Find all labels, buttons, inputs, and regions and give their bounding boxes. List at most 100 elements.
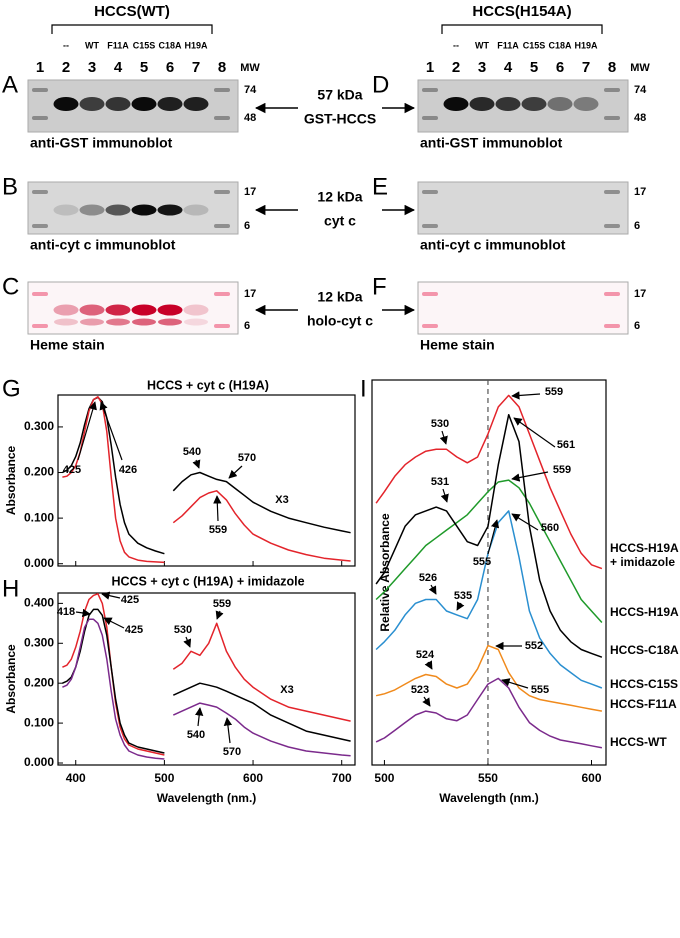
series-label: HCCS-F11A bbox=[610, 697, 677, 711]
peak-label: 425 bbox=[125, 624, 143, 636]
peak-label: 426 bbox=[119, 464, 137, 476]
band bbox=[79, 304, 105, 316]
ladder-band bbox=[604, 324, 620, 328]
x-tick-label: 600 bbox=[243, 771, 263, 785]
y-tick-label: 0.000 bbox=[24, 755, 54, 769]
mw-marker: 48 bbox=[634, 112, 646, 124]
peak-arrow bbox=[511, 471, 549, 482]
ladder-band bbox=[32, 292, 48, 296]
panel-letter: D bbox=[372, 71, 389, 98]
lane-number: 7 bbox=[192, 59, 200, 76]
spectrum-line bbox=[375, 644, 603, 712]
mw-marker: 17 bbox=[244, 288, 256, 300]
x-tick-label: 500 bbox=[374, 771, 394, 785]
ladder-band bbox=[604, 224, 620, 228]
peak-label: 570 bbox=[238, 452, 256, 464]
mw-marker: 74 bbox=[244, 84, 257, 96]
y-tick-label: 0.300 bbox=[24, 419, 54, 433]
peak-arrow bbox=[103, 617, 125, 629]
bracket bbox=[51, 24, 213, 34]
band bbox=[521, 97, 547, 111]
lane-number: 4 bbox=[114, 59, 123, 76]
band bbox=[53, 304, 79, 316]
band bbox=[105, 204, 131, 216]
lane-number: 5 bbox=[530, 59, 538, 76]
peak-label: 560 bbox=[541, 522, 559, 534]
panel-letter: E bbox=[372, 173, 388, 200]
spectrum-line bbox=[375, 510, 603, 689]
peak-label: 555 bbox=[531, 684, 549, 696]
mw-marker: 6 bbox=[244, 220, 250, 232]
lane-number: 4 bbox=[504, 59, 513, 76]
y-tick-label: 0.200 bbox=[24, 675, 54, 689]
series-label: HCCS-H19A bbox=[610, 605, 679, 619]
ladder-band bbox=[422, 116, 438, 120]
band bbox=[53, 204, 79, 216]
plot-frame bbox=[371, 379, 607, 766]
ladder-band bbox=[214, 292, 230, 296]
mw-marker: 48 bbox=[244, 112, 256, 124]
band bbox=[547, 97, 573, 111]
lane-name: WT bbox=[85, 40, 99, 50]
peak-arrow bbox=[192, 459, 201, 469]
lane-name: C18A bbox=[158, 40, 182, 50]
chart-title: HCCS + cyt c (H19A) bbox=[147, 378, 269, 392]
peak-label: 570 bbox=[223, 746, 241, 758]
peak-label: 555 bbox=[473, 556, 491, 568]
x-axis-label: Wavelength (nm.) bbox=[439, 791, 539, 805]
band-label: 57 kDa bbox=[317, 87, 362, 103]
band bbox=[469, 97, 495, 111]
group-title: HCCS(WT) bbox=[94, 3, 170, 20]
peak-label: 523 bbox=[411, 684, 429, 696]
ladder-band bbox=[32, 190, 48, 194]
series-label: HCCS-C15S bbox=[610, 677, 679, 691]
peak-label: 540 bbox=[187, 729, 205, 741]
ladder-band bbox=[422, 224, 438, 228]
band bbox=[157, 97, 183, 111]
peak-label: 552 bbox=[525, 640, 543, 652]
panel-letter: H bbox=[2, 575, 19, 602]
band-label: 12 kDa bbox=[317, 289, 362, 305]
ladder-band bbox=[604, 190, 620, 194]
lane-number: 1 bbox=[426, 59, 434, 76]
peak-arrow bbox=[101, 591, 121, 600]
mw-marker: 17 bbox=[244, 186, 256, 198]
lane-name: WT bbox=[475, 40, 489, 50]
panel-letter: A bbox=[2, 71, 18, 98]
lane-number: 2 bbox=[62, 59, 70, 76]
lane-number: 8 bbox=[218, 59, 226, 76]
y-tick-label: 0.300 bbox=[24, 635, 54, 649]
peak-arrow bbox=[513, 417, 556, 448]
peak-arrow bbox=[77, 401, 97, 461]
ladder-band bbox=[604, 292, 620, 296]
band bbox=[79, 204, 105, 216]
peak-arrow bbox=[223, 717, 233, 744]
ladder-band bbox=[422, 292, 438, 296]
spectrum-line bbox=[375, 394, 603, 570]
peak-label: 561 bbox=[557, 439, 575, 451]
blot bbox=[417, 181, 629, 235]
ladder-band bbox=[604, 116, 620, 120]
lane-number: 6 bbox=[166, 59, 174, 76]
band bbox=[132, 318, 156, 326]
lane-name: F11A bbox=[497, 40, 519, 50]
x-tick-label: 500 bbox=[154, 771, 174, 785]
ladder-band bbox=[32, 88, 48, 92]
ladder-band bbox=[214, 116, 230, 120]
blot-caption: anti-GST immunoblot bbox=[30, 135, 173, 151]
peak-label: 524 bbox=[416, 649, 435, 661]
peak-label: 540 bbox=[183, 446, 201, 458]
series-label: HCCS-C18A bbox=[610, 643, 679, 657]
peak-arrow bbox=[183, 636, 192, 648]
x-tick-label: 400 bbox=[66, 771, 86, 785]
lane-number: 2 bbox=[452, 59, 460, 76]
ladder-band bbox=[32, 116, 48, 120]
bracket bbox=[441, 24, 603, 34]
band bbox=[79, 97, 105, 111]
peak-label: 425 bbox=[121, 594, 139, 606]
peak-arrow bbox=[439, 430, 448, 445]
peak-arrow bbox=[215, 610, 224, 620]
chart-title: HCCS + cyt c (H19A) + imidazole bbox=[111, 574, 304, 588]
ladder-band bbox=[32, 224, 48, 228]
y-axis-label: Absorbance bbox=[4, 644, 18, 714]
